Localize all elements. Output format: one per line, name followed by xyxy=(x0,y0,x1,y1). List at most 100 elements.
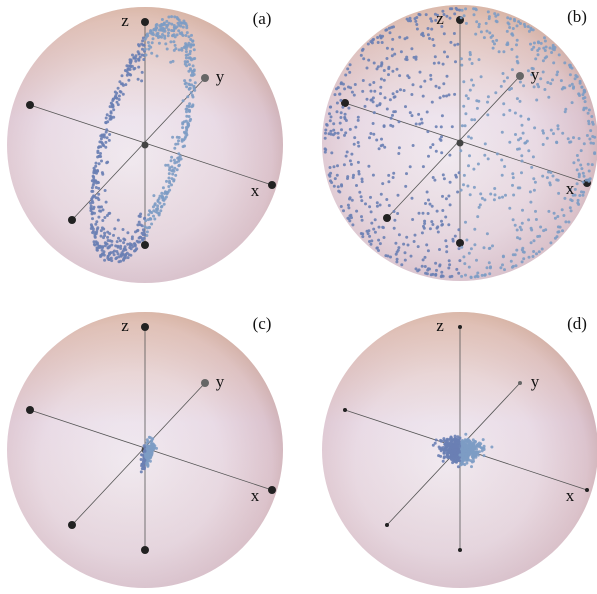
state-point xyxy=(472,168,475,171)
state-point xyxy=(567,137,570,140)
state-point xyxy=(100,254,103,257)
state-point xyxy=(384,29,387,32)
state-point xyxy=(368,136,371,139)
state-point xyxy=(487,10,490,13)
state-point xyxy=(446,454,449,457)
state-point xyxy=(150,33,153,36)
state-point xyxy=(329,119,332,122)
state-point xyxy=(118,80,121,83)
state-point xyxy=(511,184,514,187)
state-point xyxy=(447,223,450,226)
state-point xyxy=(367,229,370,232)
state-point xyxy=(391,48,394,51)
state-point xyxy=(372,81,375,84)
state-point xyxy=(149,436,152,439)
state-point xyxy=(461,124,464,127)
state-point xyxy=(483,454,486,457)
state-point xyxy=(124,69,127,72)
state-point xyxy=(503,80,506,83)
state-point xyxy=(360,199,363,202)
state-point xyxy=(349,196,352,199)
state-point xyxy=(339,116,342,119)
state-point xyxy=(173,178,176,181)
state-point xyxy=(360,215,363,218)
state-point xyxy=(110,118,113,121)
state-point xyxy=(411,218,414,221)
state-point xyxy=(106,214,109,217)
state-point xyxy=(109,251,112,254)
state-point xyxy=(190,91,193,94)
state-point xyxy=(458,171,461,174)
state-point xyxy=(447,267,450,270)
state-point xyxy=(580,190,583,193)
state-point xyxy=(394,95,397,98)
state-point xyxy=(188,109,191,112)
axis-end xyxy=(516,72,524,80)
state-point xyxy=(426,191,429,194)
state-point xyxy=(450,436,453,439)
state-point xyxy=(519,115,522,118)
state-point xyxy=(449,275,452,278)
state-point xyxy=(489,193,492,196)
state-point xyxy=(396,212,399,215)
state-point xyxy=(529,43,532,46)
state-point xyxy=(442,82,445,85)
state-point xyxy=(370,98,373,101)
state-point xyxy=(192,43,195,46)
state-point xyxy=(449,41,452,44)
state-point xyxy=(536,49,539,52)
state-point xyxy=(467,97,470,100)
state-point xyxy=(126,231,129,234)
state-point xyxy=(376,104,379,107)
state-point xyxy=(477,100,480,103)
state-point xyxy=(386,47,389,50)
state-point xyxy=(508,23,511,26)
state-point xyxy=(383,124,386,127)
state-point xyxy=(173,170,176,173)
state-point xyxy=(591,163,594,166)
state-point xyxy=(535,252,538,255)
state-point xyxy=(167,185,170,188)
state-point xyxy=(448,93,451,96)
state-point xyxy=(182,99,185,102)
state-point xyxy=(120,91,123,94)
state-point xyxy=(160,206,163,209)
state-point xyxy=(106,113,109,116)
state-point xyxy=(191,94,194,97)
state-point xyxy=(348,219,351,222)
axis-label: z xyxy=(121,316,129,335)
state-point xyxy=(439,96,442,99)
state-point xyxy=(163,203,166,206)
state-point xyxy=(475,259,478,262)
state-point xyxy=(462,462,465,465)
state-point xyxy=(92,194,95,197)
state-point xyxy=(477,163,480,166)
state-point xyxy=(478,445,481,448)
state-point xyxy=(129,58,132,61)
state-point xyxy=(431,205,434,208)
state-point xyxy=(378,147,381,150)
state-point xyxy=(438,248,441,251)
state-point xyxy=(527,118,530,121)
state-point xyxy=(441,195,444,198)
state-point xyxy=(482,438,485,441)
state-point xyxy=(357,145,360,148)
state-point xyxy=(99,210,102,213)
state-point xyxy=(367,165,370,168)
state-point xyxy=(386,57,389,60)
state-point xyxy=(141,71,144,74)
state-point xyxy=(361,90,364,93)
state-point xyxy=(574,188,577,191)
state-point xyxy=(473,186,476,189)
state-point xyxy=(592,142,595,145)
state-point xyxy=(476,451,479,454)
state-point xyxy=(141,232,144,235)
state-point xyxy=(488,272,491,275)
axis-label: y xyxy=(216,372,225,391)
state-point xyxy=(534,181,537,184)
state-point xyxy=(448,154,451,157)
state-point xyxy=(549,47,552,50)
state-point xyxy=(190,34,193,37)
state-point xyxy=(171,173,174,176)
state-point xyxy=(580,86,583,89)
